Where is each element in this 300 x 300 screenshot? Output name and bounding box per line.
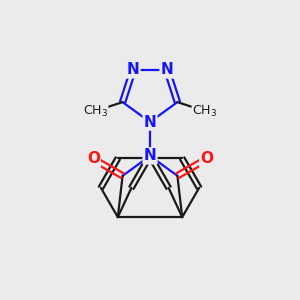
Text: N: N: [144, 115, 156, 130]
Text: CH$_3$: CH$_3$: [192, 103, 217, 118]
Text: N: N: [160, 62, 173, 77]
Text: O: O: [87, 152, 100, 166]
Text: CH$_3$: CH$_3$: [83, 103, 108, 118]
Text: N: N: [144, 148, 156, 164]
Text: N: N: [127, 62, 140, 77]
Text: O: O: [200, 152, 213, 166]
